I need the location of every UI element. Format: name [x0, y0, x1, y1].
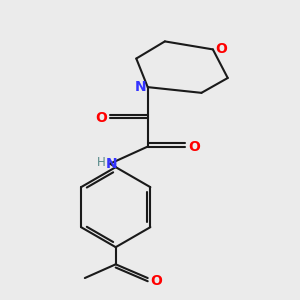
Text: O: O [189, 140, 200, 154]
Text: O: O [215, 42, 227, 56]
Text: O: O [95, 111, 107, 125]
Text: N: N [105, 157, 117, 171]
Text: O: O [150, 274, 162, 289]
Text: N: N [135, 80, 147, 94]
Text: H: H [97, 156, 105, 169]
